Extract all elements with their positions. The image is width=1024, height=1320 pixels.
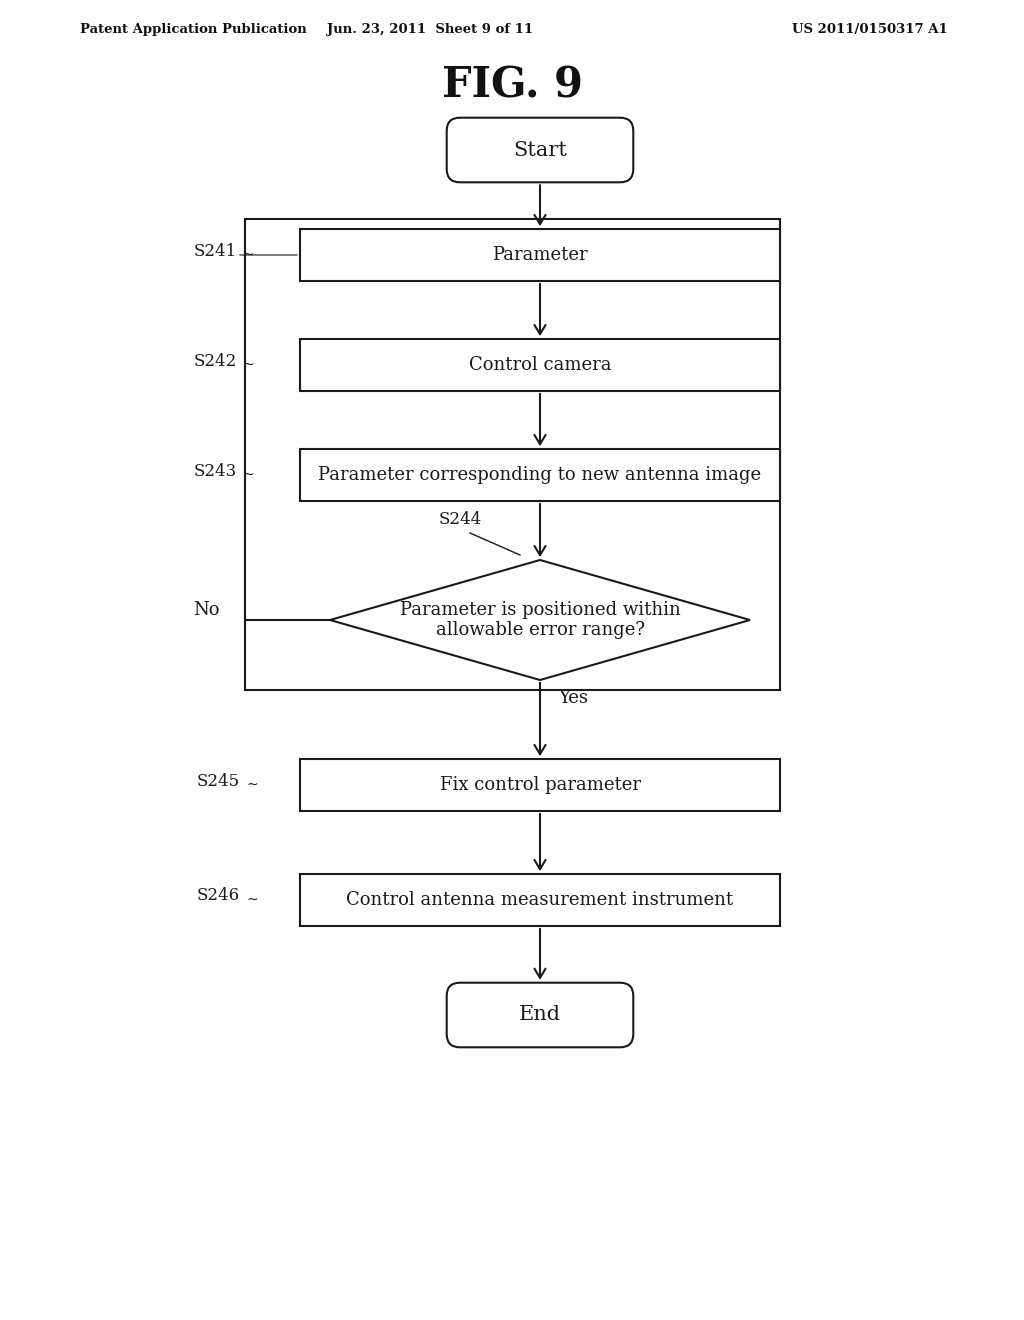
Text: S245: S245 [197, 772, 240, 789]
Text: FIG. 9: FIG. 9 [441, 63, 583, 106]
Text: S243: S243 [194, 462, 237, 479]
Bar [300, 449, 780, 502]
Text: Yes: Yes [558, 689, 588, 708]
Text: No: No [194, 601, 220, 619]
Text: Parameter corresponding to new antenna image: Parameter corresponding to new antenna i… [318, 466, 762, 484]
Bar [300, 228, 780, 281]
Text: S241: S241 [194, 243, 237, 260]
Text: US 2011/0150317 A1: US 2011/0150317 A1 [793, 24, 948, 37]
Bar [300, 874, 780, 927]
Text: S244: S244 [438, 511, 481, 528]
Text: Fix control parameter: Fix control parameter [439, 776, 640, 795]
Text: S246: S246 [197, 887, 240, 904]
Text: ~: ~ [246, 777, 258, 792]
Text: Jun. 23, 2011  Sheet 9 of 11: Jun. 23, 2011 Sheet 9 of 11 [327, 24, 534, 37]
Text: Control camera: Control camera [469, 356, 611, 374]
Bar [300, 759, 780, 810]
Text: Start: Start [513, 140, 567, 160]
Text: End: End [519, 1006, 561, 1024]
Text: ~: ~ [243, 248, 255, 261]
Text: ~: ~ [243, 358, 255, 372]
Text: Patent Application Publication: Patent Application Publication [80, 24, 307, 37]
Text: ~: ~ [246, 894, 258, 907]
Polygon shape [330, 560, 750, 680]
Text: ~: ~ [243, 469, 255, 482]
Text: Parameter is positioned within
allowable error range?: Parameter is positioned within allowable… [399, 601, 680, 639]
Bar [300, 339, 780, 391]
FancyBboxPatch shape [446, 117, 633, 182]
Text: S242: S242 [194, 352, 237, 370]
Bar [245, 219, 780, 690]
FancyBboxPatch shape [446, 982, 633, 1047]
Text: Parameter: Parameter [493, 246, 588, 264]
Text: Control antenna measurement instrument: Control antenna measurement instrument [346, 891, 733, 909]
